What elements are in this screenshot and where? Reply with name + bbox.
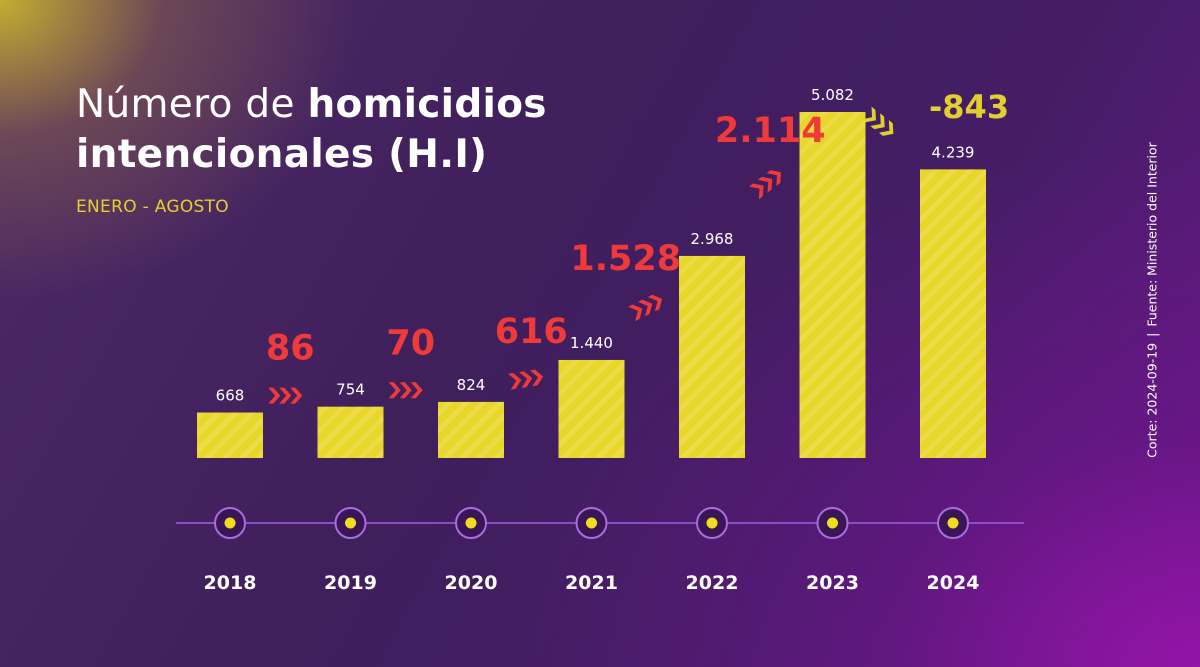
- change-arrow-2: [388, 382, 423, 399]
- change-label-2: 70: [386, 323, 435, 363]
- chart-title: Número de homicidios intencionales (H.I): [76, 80, 547, 180]
- value-label-2023: 5.082: [811, 86, 854, 104]
- title-bold-2: intencionales (H.I): [76, 132, 488, 177]
- source-note: Corte: 2024-09-19 | Fuente: Ministerio del…: [1145, 142, 1160, 458]
- bar-texture-2024: [920, 169, 986, 458]
- change-label-6: -843: [929, 88, 1009, 126]
- value-label-2019: 754: [336, 381, 365, 399]
- year-label-2018: 2018: [204, 572, 257, 594]
- bar-texture-2019: [317, 406, 384, 458]
- bar-texture-2023: [799, 112, 866, 458]
- year-label-2022: 2022: [686, 572, 739, 594]
- change-arrow-6: [861, 106, 894, 136]
- year-label-2019: 2019: [324, 572, 377, 594]
- chart-subtitle: ENERO - AGOSTO: [76, 197, 229, 217]
- timeline-dot-2022: [706, 517, 718, 529]
- title-line-1: Número de homicidios: [76, 80, 547, 130]
- bar-texture-2022: [679, 255, 745, 458]
- bar-texture-2018: [197, 412, 263, 458]
- value-label-2022: 2.968: [691, 230, 734, 248]
- year-label-2024: 2024: [927, 572, 980, 594]
- change-label-4: 1.528: [570, 239, 681, 279]
- change-arrow-3: [508, 369, 544, 390]
- timeline-dot-2023: [827, 517, 838, 529]
- year-label-2021: 2021: [565, 572, 618, 594]
- title-bold-1: homicidios: [307, 82, 547, 127]
- title-line-2: intencionales (H.I): [76, 130, 547, 180]
- timeline-dot-2020: [465, 517, 477, 529]
- change-label-1: 86: [266, 329, 315, 369]
- change-label-5: 2.114: [715, 111, 826, 151]
- change-arrow-1: [268, 387, 303, 404]
- timeline-dot-2018: [224, 517, 236, 529]
- value-label-2021: 1.440: [570, 334, 613, 352]
- value-label-2024: 4.239: [932, 143, 975, 161]
- bar-texture-2021: [558, 359, 625, 458]
- year-label-2020: 2020: [445, 572, 498, 594]
- change-label-3: 616: [495, 312, 568, 352]
- year-label-2023: 2023: [806, 572, 859, 594]
- timeline-dot-2021: [586, 517, 597, 529]
- value-label-2020: 824: [457, 376, 486, 394]
- value-label-2018: 668: [216, 387, 245, 405]
- source-text: Fuente: Ministerio del Interior: [1144, 142, 1160, 327]
- timeline-dot-2024: [947, 517, 959, 529]
- change-arrow-5: [749, 170, 781, 200]
- title-regular: Número de: [76, 82, 308, 127]
- bar-texture-2020: [438, 401, 504, 458]
- change-arrow-4: [628, 294, 663, 322]
- source-separator: |: [1144, 332, 1160, 337]
- cut-date: Corte: 2024-09-19: [1144, 342, 1160, 458]
- timeline-dot-2019: [345, 517, 356, 529]
